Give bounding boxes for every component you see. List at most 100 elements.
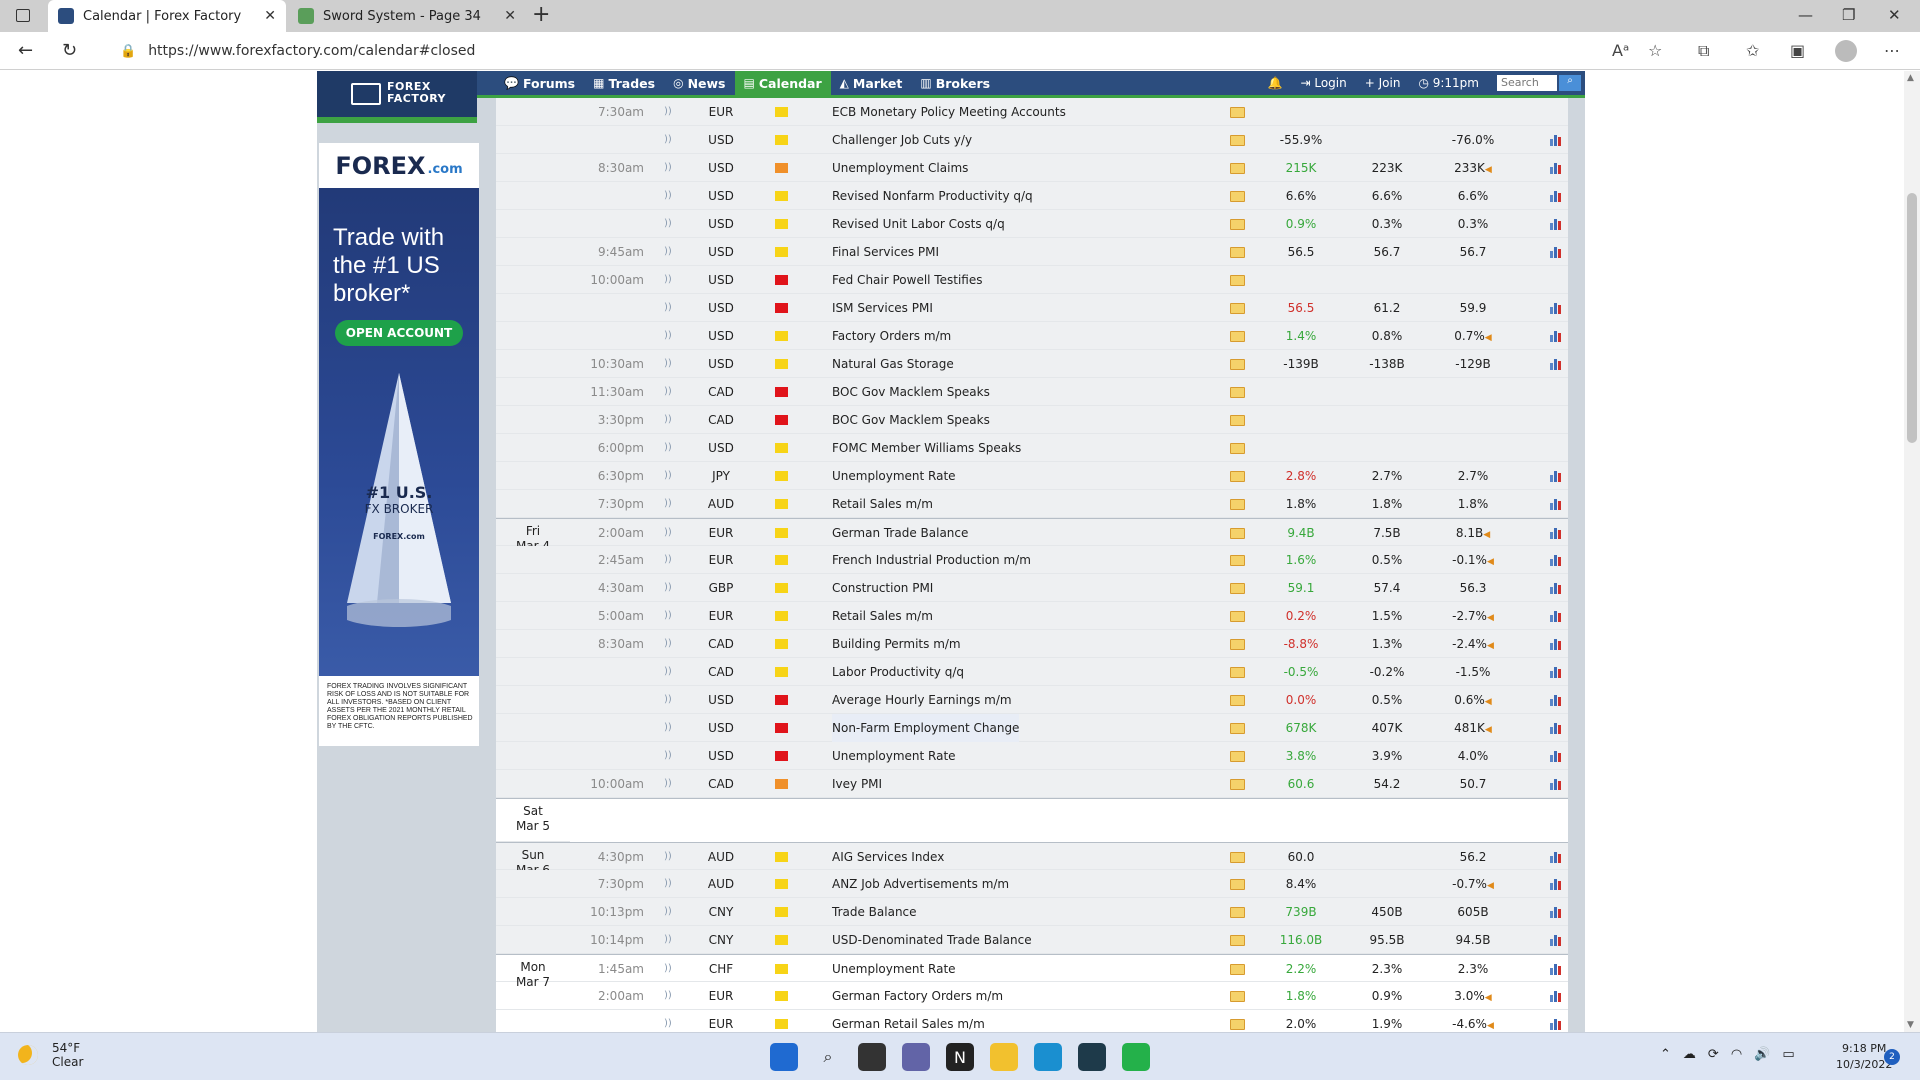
impact-folder-icon[interactable] — [775, 879, 788, 889]
event-title[interactable]: Building Permits m/m — [832, 637, 961, 651]
tab-actions-icon[interactable] — [16, 9, 30, 22]
chart-graph-icon[interactable] — [1549, 778, 1563, 790]
event-title[interactable]: Factory Orders m/m — [832, 329, 952, 343]
url-field[interactable]: 🔒 https://www.forexfactory.com/calendar#… — [108, 36, 1678, 66]
impact-folder-icon[interactable] — [775, 779, 788, 789]
event-title[interactable]: Final Services PMI — [832, 245, 940, 259]
refresh-icon[interactable]: ↻ — [62, 40, 78, 61]
join-link[interactable]: + Join — [1364, 76, 1401, 90]
impact-folder-icon[interactable] — [775, 852, 788, 862]
nav-calendar[interactable]: ▤ Calendar — [734, 71, 831, 95]
impact-folder-icon[interactable] — [775, 751, 788, 761]
tray-overflow-icon[interactable]: ⌃ — [1660, 1047, 1671, 1062]
alert-sound-icon[interactable]: )) — [664, 666, 672, 677]
calendar-event-row[interactable]: )) EUR German Retail Sales m/m 2.0% 1.9% -4.6… — [496, 1010, 1568, 1032]
ff-logo[interactable]: FOREX FACTORY — [317, 71, 477, 123]
chart-graph-icon[interactable] — [1549, 190, 1563, 202]
calendar-event-row[interactable]: 2:00am)) EUR German Factory Orders m/m 1.8%… — [496, 982, 1568, 1010]
alert-sound-icon[interactable]: )) — [664, 906, 672, 917]
impact-folder-icon[interactable] — [775, 163, 788, 173]
alert-sound-icon[interactable]: )) — [664, 246, 672, 257]
teams-chat-icon[interactable] — [902, 1043, 930, 1071]
impact-folder-icon[interactable] — [775, 303, 788, 313]
close-window-icon[interactable]: ✕ — [1888, 6, 1901, 24]
alert-sound-icon[interactable]: )) — [664, 610, 672, 621]
event-details-icon[interactable] — [1230, 555, 1245, 566]
impact-folder-icon[interactable] — [775, 583, 788, 593]
chart-graph-icon[interactable] — [1549, 851, 1563, 863]
calendar-event-row[interactable]: )) USD Non-Farm Employment Change 678K 407K 4… — [496, 714, 1568, 742]
impact-folder-icon[interactable] — [775, 723, 788, 733]
sync-icon[interactable]: ⟳ — [1707, 1047, 1719, 1062]
impact-folder-icon[interactable] — [775, 555, 788, 565]
event-title[interactable]: Non-Farm Employment Change — [832, 714, 1020, 742]
alert-sound-icon[interactable]: )) — [664, 414, 672, 425]
calendar-event-row[interactable]: SunMar 6 4:30pm)) AUD AIG Services Index 60.… — [496, 842, 1568, 877]
wifi-icon[interactable]: ◠ — [1730, 1047, 1743, 1062]
notion-icon[interactable]: N — [946, 1043, 974, 1071]
impact-folder-icon[interactable] — [775, 935, 788, 945]
nav-news[interactable]: ◎ News — [673, 75, 726, 91]
alert-sound-icon[interactable]: )) — [664, 386, 672, 397]
event-title[interactable]: Revised Unit Labor Costs q/q — [832, 217, 1005, 231]
impact-folder-icon[interactable] — [775, 907, 788, 917]
event-details-icon[interactable] — [1230, 275, 1245, 286]
event-details-icon[interactable] — [1230, 219, 1245, 230]
event-title[interactable]: German Retail Sales m/m — [832, 1017, 985, 1031]
impact-folder-icon[interactable] — [775, 219, 788, 229]
alert-sound-icon[interactable]: )) — [664, 722, 672, 733]
calendar-event-row[interactable]: )) USD Average Hourly Earnings m/m 0.0% 0.5%… — [496, 686, 1568, 714]
impact-folder-icon[interactable] — [775, 191, 788, 201]
chart-graph-icon[interactable] — [1549, 610, 1563, 622]
event-details-icon[interactable] — [1230, 107, 1245, 118]
forex-com-ad[interactable]: FOREX .com Trade with the #1 US broker* O… — [319, 143, 479, 746]
calendar-empty-day-row[interactable]: Sat Mar 5 — [496, 798, 1568, 843]
impact-folder-icon[interactable] — [775, 695, 788, 705]
chart-graph-icon[interactable] — [1549, 934, 1563, 946]
event-details-icon[interactable] — [1230, 723, 1245, 734]
impact-folder-icon[interactable] — [775, 611, 788, 621]
event-title[interactable]: Unemployment Rate — [832, 749, 956, 763]
onedrive-icon[interactable]: ☁ — [1682, 1047, 1696, 1062]
alert-sound-icon[interactable]: )) — [664, 990, 672, 1001]
alert-sound-icon[interactable]: )) — [664, 442, 672, 453]
chart-graph-icon[interactable] — [1549, 1018, 1563, 1030]
event-details-icon[interactable] — [1230, 387, 1245, 398]
calendar-event-row[interactable]: 11:30am)) CAD BOC Gov Macklem Speaks — [496, 378, 1568, 406]
calendar-event-row[interactable]: )) USD Unemployment Rate 3.8% 3.9% 4.0% — [496, 742, 1568, 770]
event-title[interactable]: Revised Nonfarm Productivity q/q — [832, 189, 1033, 203]
clock[interactable]: 9:18 PM 10/3/2022 — [1836, 1042, 1893, 1071]
event-details-icon[interactable] — [1230, 879, 1245, 890]
scrollbar-thumb[interactable] — [1907, 193, 1917, 443]
chart-graph-icon[interactable] — [1549, 358, 1563, 370]
impact-folder-icon[interactable] — [775, 1019, 788, 1029]
alert-sound-icon[interactable]: )) — [664, 934, 672, 945]
chart-graph-icon[interactable] — [1549, 722, 1563, 734]
alert-sound-icon[interactable]: )) — [664, 638, 672, 649]
event-title[interactable]: Unemployment Rate — [832, 469, 956, 483]
event-details-icon[interactable] — [1230, 499, 1245, 510]
calendar-event-row[interactable]: 10:13pm)) CNY Trade Balance 739B 450B 605B — [496, 898, 1568, 926]
event-title[interactable]: FOMC Member Williams Speaks — [832, 441, 1022, 455]
impact-folder-icon[interactable] — [775, 107, 788, 117]
search-icon[interactable]: ⌕ — [823, 1047, 833, 1066]
alert-sound-icon[interactable]: )) — [664, 190, 672, 201]
calendar-event-row[interactable]: 9:45am)) USD Final Services PMI 56.5 56.7 56.… — [496, 238, 1568, 266]
extensions-icon[interactable]: ⧉ — [1698, 41, 1710, 60]
event-details-icon[interactable] — [1230, 303, 1245, 314]
calendar-event-row[interactable]: Mon Mar 7 1:45am)) CHF Unemployment Rate 2.2%… — [496, 954, 1568, 989]
event-title[interactable]: German Factory Orders m/m — [832, 989, 1004, 1003]
calendar-event-row[interactable]: 5:00am)) EUR Retail Sales m/m 0.2% 1.5% -2.7%… — [496, 602, 1568, 630]
alert-sound-icon[interactable]: )) — [664, 330, 672, 341]
close-tab-icon[interactable]: ✕ — [504, 8, 516, 24]
alert-sound-icon[interactable]: )) — [664, 963, 672, 974]
new-tab-icon[interactable]: + — [532, 2, 551, 27]
scroll-up-icon[interactable]: ▲ — [1907, 73, 1914, 83]
minimize-icon[interactable]: — — [1798, 6, 1813, 24]
impact-folder-icon[interactable] — [775, 135, 788, 145]
windows-start-icon[interactable] — [770, 1043, 798, 1071]
event-title[interactable]: Unemployment Rate — [832, 962, 956, 976]
event-title[interactable]: Ivey PMI — [832, 777, 883, 791]
chart-graph-icon[interactable] — [1549, 470, 1563, 482]
alert-sound-icon[interactable]: )) — [664, 582, 672, 593]
